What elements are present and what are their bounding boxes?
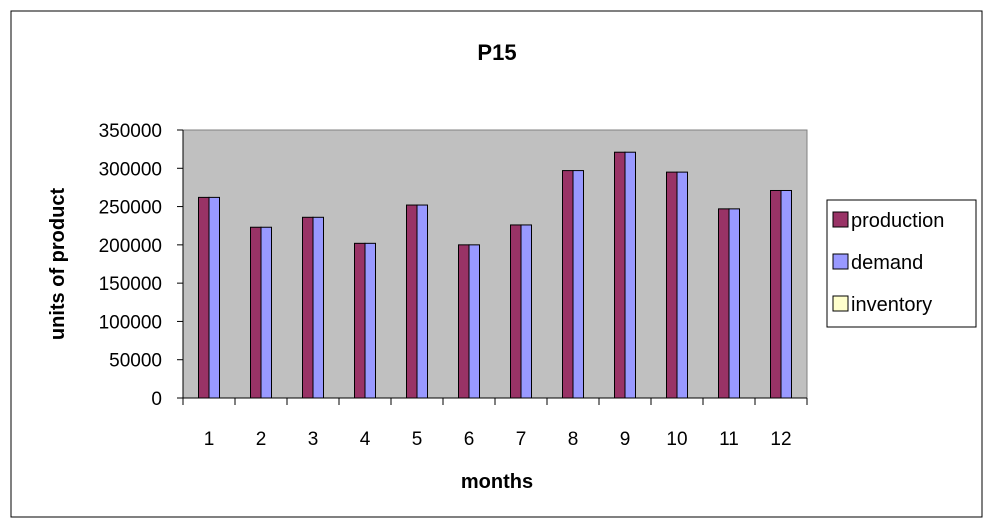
x-tick-label: 7 [516, 429, 527, 450]
bar-demand [208, 196, 220, 399]
y-tick-label: 200000 [99, 236, 162, 257]
plot-area [182, 129, 808, 399]
bar-production [666, 171, 678, 399]
bar-production [302, 216, 314, 399]
y-tick-label: 50000 [109, 351, 162, 372]
x-tick-label: 1 [204, 429, 215, 450]
bar-production [718, 208, 730, 399]
x-tick-label: 6 [464, 429, 475, 450]
bar-production [458, 244, 470, 399]
y-tick-label: 100000 [99, 312, 162, 333]
legend-swatch-demand [832, 253, 849, 270]
legend-label-demand: demand [851, 252, 923, 274]
bar-production [198, 196, 210, 399]
bar-production [354, 242, 366, 399]
x-tick-label: 4 [360, 429, 371, 450]
y-tick-label: 350000 [99, 121, 162, 142]
bar-demand [624, 151, 636, 399]
legend: production demand inventory [826, 199, 977, 328]
bar-demand [728, 208, 740, 399]
bar-demand [364, 242, 376, 399]
legend-label-production: production [851, 210, 944, 232]
bar-demand [260, 226, 272, 399]
legend-swatch-inventory [832, 295, 849, 312]
y-axis-label: units of product [47, 188, 69, 341]
y-tick-label: 300000 [99, 159, 162, 180]
x-axis-label: months [461, 471, 533, 493]
bar-production [250, 226, 262, 399]
x-tick-label: 3 [308, 429, 319, 450]
bar-demand [572, 170, 584, 399]
bar-demand [520, 224, 532, 399]
bar-production [614, 151, 626, 399]
x-tick-label: 10 [666, 429, 687, 450]
x-tick-label: 5 [412, 429, 423, 450]
bar-demand [780, 189, 792, 399]
y-tick-label: 150000 [99, 274, 162, 295]
legend-swatch-production [832, 211, 849, 228]
x-tick-label: 12 [770, 429, 791, 450]
bar-production [562, 170, 574, 399]
legend-label-inventory: inventory [851, 294, 932, 316]
legend-box [826, 199, 977, 328]
x-tick-label: 2 [256, 429, 267, 450]
x-tick-label: 8 [568, 429, 579, 450]
y-tick-label: 0 [151, 389, 162, 410]
bar-demand [468, 244, 480, 399]
y-axis-ticks: 0 50000 100000 150000 200000 250000 300000 3500… [99, 121, 183, 410]
x-axis-ticks: 1 2 3 4 5 6 7 8 9 10 11 12 [182, 398, 808, 450]
chart-title: P15 [477, 40, 516, 65]
bar-demand [676, 171, 688, 399]
bar-demand [416, 204, 428, 399]
x-tick-label: 9 [620, 429, 631, 450]
x-tick-label: 11 [719, 429, 739, 450]
bars-group [198, 151, 792, 399]
bar-production [510, 224, 522, 399]
bar-demand [312, 216, 324, 399]
bar-production [770, 189, 782, 399]
bar-production [406, 204, 418, 399]
y-tick-label: 250000 [99, 198, 162, 219]
